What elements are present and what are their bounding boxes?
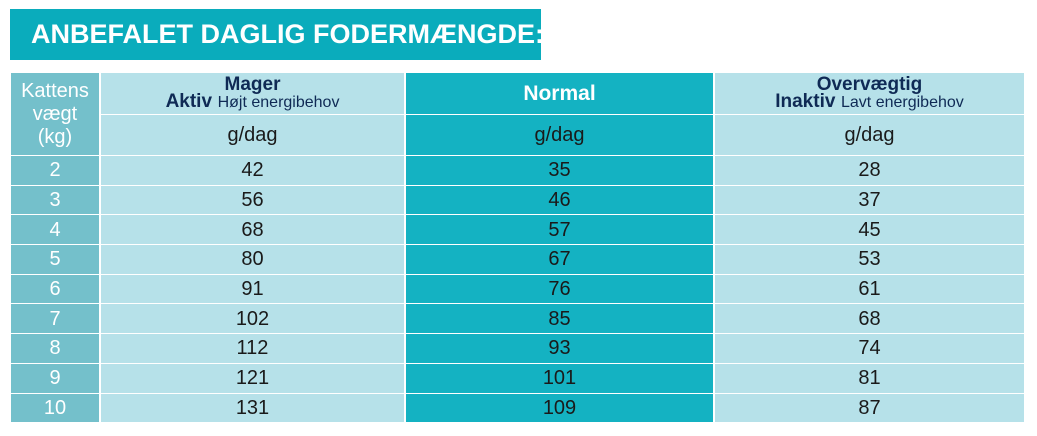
value-cell-lean: 112	[101, 334, 404, 364]
weight-header-line-3: (kg)	[37, 125, 73, 148]
column-header-normal: Normal	[406, 73, 713, 115]
weight-cell: 10	[11, 393, 99, 424]
value-cell-normal: 67	[406, 245, 713, 275]
weight-column-header: Kattens vægt (kg)	[11, 73, 99, 156]
weight-cell: 5	[11, 245, 99, 275]
column-header-lean-energy: Højt energibehov	[217, 94, 340, 111]
column-header-overweight: Overvægtig Inaktiv Lavt energibehov	[715, 73, 1024, 115]
value-cell-lean: 121	[101, 363, 404, 394]
weight-cell: 6	[11, 274, 99, 305]
value-cell-overweight: 61	[715, 274, 1024, 305]
value-cell-normal: 101	[406, 363, 713, 394]
column-header-lean-activity: Aktiv	[165, 91, 213, 112]
column-header-overweight-activity: Inaktiv	[775, 91, 836, 112]
value-cell-overweight: 87	[715, 393, 1024, 424]
value-cell-overweight: 53	[715, 245, 1024, 275]
unit-normal: g/dag	[406, 115, 713, 156]
value-cell-lean: 131	[101, 393, 404, 424]
feeding-table: Kattens vægt (kg) Mager Aktiv Højt energ…	[11, 73, 1024, 424]
value-cell-normal: 109	[406, 393, 713, 424]
unit-lean: g/dag	[101, 115, 404, 156]
value-cell-lean: 68	[101, 215, 404, 246]
value-cell-overweight: 68	[715, 304, 1024, 335]
page-title: ANBEFALET DAGLIG FODERMÆNGDE:	[10, 9, 544, 60]
column-header-overweight-title: Overvægtig	[816, 74, 923, 95]
value-cell-overweight: 28	[715, 156, 1024, 186]
weight-cell: 9	[11, 363, 99, 394]
value-cell-overweight: 81	[715, 363, 1024, 394]
value-cell-lean: 56	[101, 185, 404, 216]
value-cell-overweight: 45	[715, 215, 1024, 246]
weight-header-line-1: Kattens	[21, 79, 89, 102]
value-cell-normal: 57	[406, 215, 713, 246]
weight-header-line-2: vægt	[32, 102, 78, 125]
value-cell-normal: 46	[406, 185, 713, 216]
value-cell-overweight: 74	[715, 334, 1024, 364]
weight-cell: 7	[11, 304, 99, 335]
weight-cell: 8	[11, 334, 99, 364]
value-cell-normal: 85	[406, 304, 713, 335]
value-cell-overweight: 37	[715, 185, 1024, 216]
value-cell-normal: 35	[406, 156, 713, 186]
column-header-lean: Mager Aktiv Højt energibehov	[101, 73, 404, 115]
value-cell-lean: 102	[101, 304, 404, 335]
value-cell-lean: 91	[101, 274, 404, 305]
column-header-overweight-energy: Lavt energibehov	[841, 94, 964, 111]
column-header-lean-title: Mager	[224, 74, 281, 95]
value-cell-normal: 76	[406, 274, 713, 305]
value-cell-lean: 80	[101, 245, 404, 275]
weight-cell: 4	[11, 215, 99, 246]
unit-overweight: g/dag	[715, 115, 1024, 156]
column-header-normal-title: Normal	[523, 82, 596, 105]
weight-cell: 3	[11, 185, 99, 216]
value-cell-normal: 93	[406, 334, 713, 364]
weight-cell: 2	[11, 156, 99, 186]
value-cell-lean: 42	[101, 156, 404, 186]
